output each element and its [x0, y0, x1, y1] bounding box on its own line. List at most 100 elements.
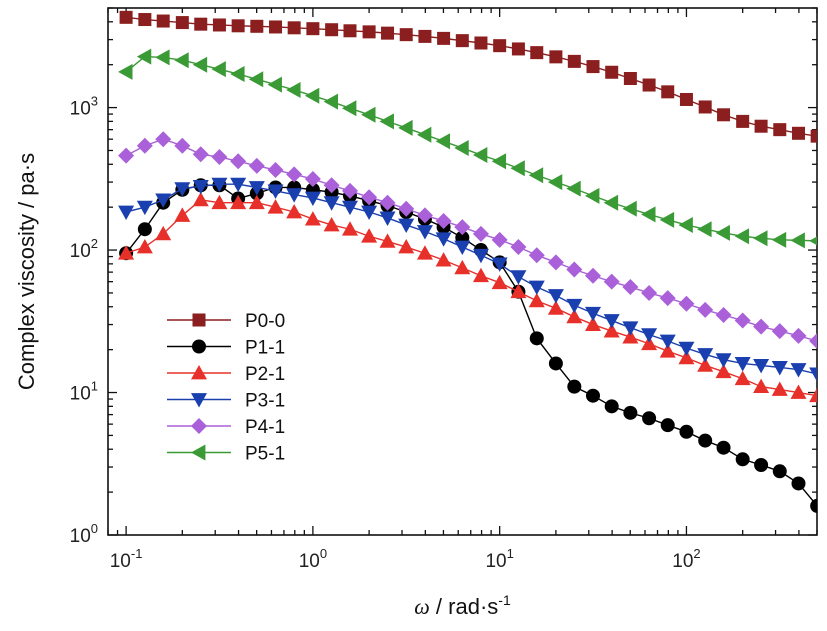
series-layer	[118, 10, 817, 513]
data-point-p1-1	[604, 399, 619, 414]
legend-item-p3-1: P3-1	[167, 391, 285, 412]
data-point-p0-0	[194, 17, 208, 31]
data-point-p3-1	[304, 191, 321, 206]
data-point-p0-0	[325, 23, 339, 37]
data-point-p2-1	[584, 316, 601, 331]
data-point-p2-1	[248, 194, 265, 210]
y-tick-label: 103	[70, 94, 98, 120]
data-point-p0-0	[549, 50, 563, 64]
data-point-p5-1	[790, 232, 805, 249]
data-point-p2-1	[323, 216, 340, 232]
data-point-p4-1	[230, 153, 247, 170]
data-point-p1-1	[137, 222, 152, 237]
legend-item-p4-1: P4-1	[167, 417, 285, 438]
legend-label: P4-1	[245, 417, 285, 438]
series-p4-1	[118, 131, 817, 349]
data-point-p4-1	[174, 137, 191, 154]
data-point-p5-1	[192, 56, 208, 73]
data-point-p0-0	[698, 100, 712, 114]
data-point-p5-1	[547, 174, 563, 191]
legend-marker-p0-0	[192, 313, 206, 327]
data-point-p1-1	[529, 331, 544, 346]
x-tick-label: 101	[485, 546, 513, 572]
data-point-p0-0	[623, 72, 637, 86]
data-point-p5-1	[211, 61, 226, 78]
data-point-p4-1	[118, 147, 135, 164]
data-point-p4-1	[416, 207, 433, 224]
data-point-p0-0	[287, 21, 301, 35]
legend-item-p5-1: P5-1	[167, 444, 285, 465]
data-point-p4-1	[678, 295, 695, 312]
data-point-p4-1	[641, 284, 658, 301]
data-point-p3-1	[641, 328, 658, 343]
data-point-p5-1	[304, 87, 320, 104]
series-line-p1-1	[125, 184, 817, 507]
data-point-p3-1	[528, 280, 545, 296]
data-point-p2-1	[809, 387, 817, 403]
data-point-p0-0	[810, 129, 817, 143]
data-point-p3-1	[230, 177, 247, 193]
data-point-p2-1	[416, 245, 433, 260]
legend-item-p0-0: P0-0	[167, 311, 285, 332]
data-point-p1-1	[623, 405, 638, 420]
data-point-p3-1	[174, 182, 191, 197]
series-line-p2-1	[125, 199, 817, 397]
data-point-p5-1	[809, 236, 817, 246]
series-p2-1	[118, 191, 817, 403]
data-point-p0-0	[455, 34, 469, 48]
data-point-p0-0	[418, 29, 432, 43]
data-point-p3-1	[211, 177, 228, 193]
data-point-p4-1	[510, 239, 527, 256]
data-point-p5-1	[155, 49, 170, 66]
data-point-p4-1	[528, 247, 545, 264]
data-point-p4-1	[398, 200, 415, 217]
data-point-p5-1	[603, 194, 619, 211]
data-point-p5-1	[267, 76, 282, 93]
data-point-p3-1	[603, 314, 620, 329]
data-point-p0-0	[791, 126, 805, 140]
data-point-p2-1	[697, 357, 714, 372]
data-point-p4-1	[659, 290, 676, 307]
x-tick-label: 102	[672, 546, 700, 572]
data-point-p5-1	[659, 211, 675, 228]
data-point-p0-0	[175, 16, 189, 30]
y-tick-label: 100	[70, 521, 98, 547]
data-point-p4-1	[267, 161, 284, 178]
data-point-p0-0	[250, 19, 264, 33]
data-point-p4-1	[435, 212, 452, 229]
data-point-p3-1	[753, 359, 770, 374]
data-point-p5-1	[230, 66, 245, 83]
data-point-p0-0	[493, 39, 507, 53]
y-axis-title: Complex viscosity / pa·s	[14, 153, 39, 390]
data-point-p5-1	[454, 140, 469, 157]
data-point-p5-1	[323, 93, 339, 110]
data-point-p0-0	[119, 10, 133, 24]
data-point-p4-1	[286, 166, 303, 183]
data-point-p5-1	[361, 106, 376, 123]
data-point-p2-1	[192, 191, 209, 207]
data-point-p0-0	[642, 78, 656, 92]
data-point-p5-1	[286, 81, 301, 98]
data-point-p2-1	[304, 211, 321, 226]
data-point-p0-0	[530, 46, 544, 60]
data-point-p3-1	[136, 200, 153, 216]
data-point-p3-1	[771, 361, 788, 376]
data-point-p0-0	[754, 119, 768, 133]
data-point-p5-1	[528, 167, 544, 184]
data-point-p2-1	[230, 194, 247, 210]
data-point-p3-1	[286, 188, 303, 203]
data-point-p4-1	[248, 157, 265, 174]
data-point-p3-1	[361, 205, 378, 220]
series-p3-1	[118, 177, 817, 382]
data-point-p1-1	[810, 498, 817, 513]
data-point-p3-1	[510, 270, 527, 285]
data-point-p5-1	[715, 224, 730, 241]
data-point-p3-1	[267, 184, 284, 199]
data-point-p0-0	[474, 36, 488, 50]
data-point-p3-1	[566, 298, 583, 314]
data-point-p0-0	[717, 108, 731, 122]
data-point-p2-1	[211, 194, 228, 210]
data-point-p3-1	[379, 211, 396, 226]
legend-marker-p3-1	[191, 393, 207, 408]
